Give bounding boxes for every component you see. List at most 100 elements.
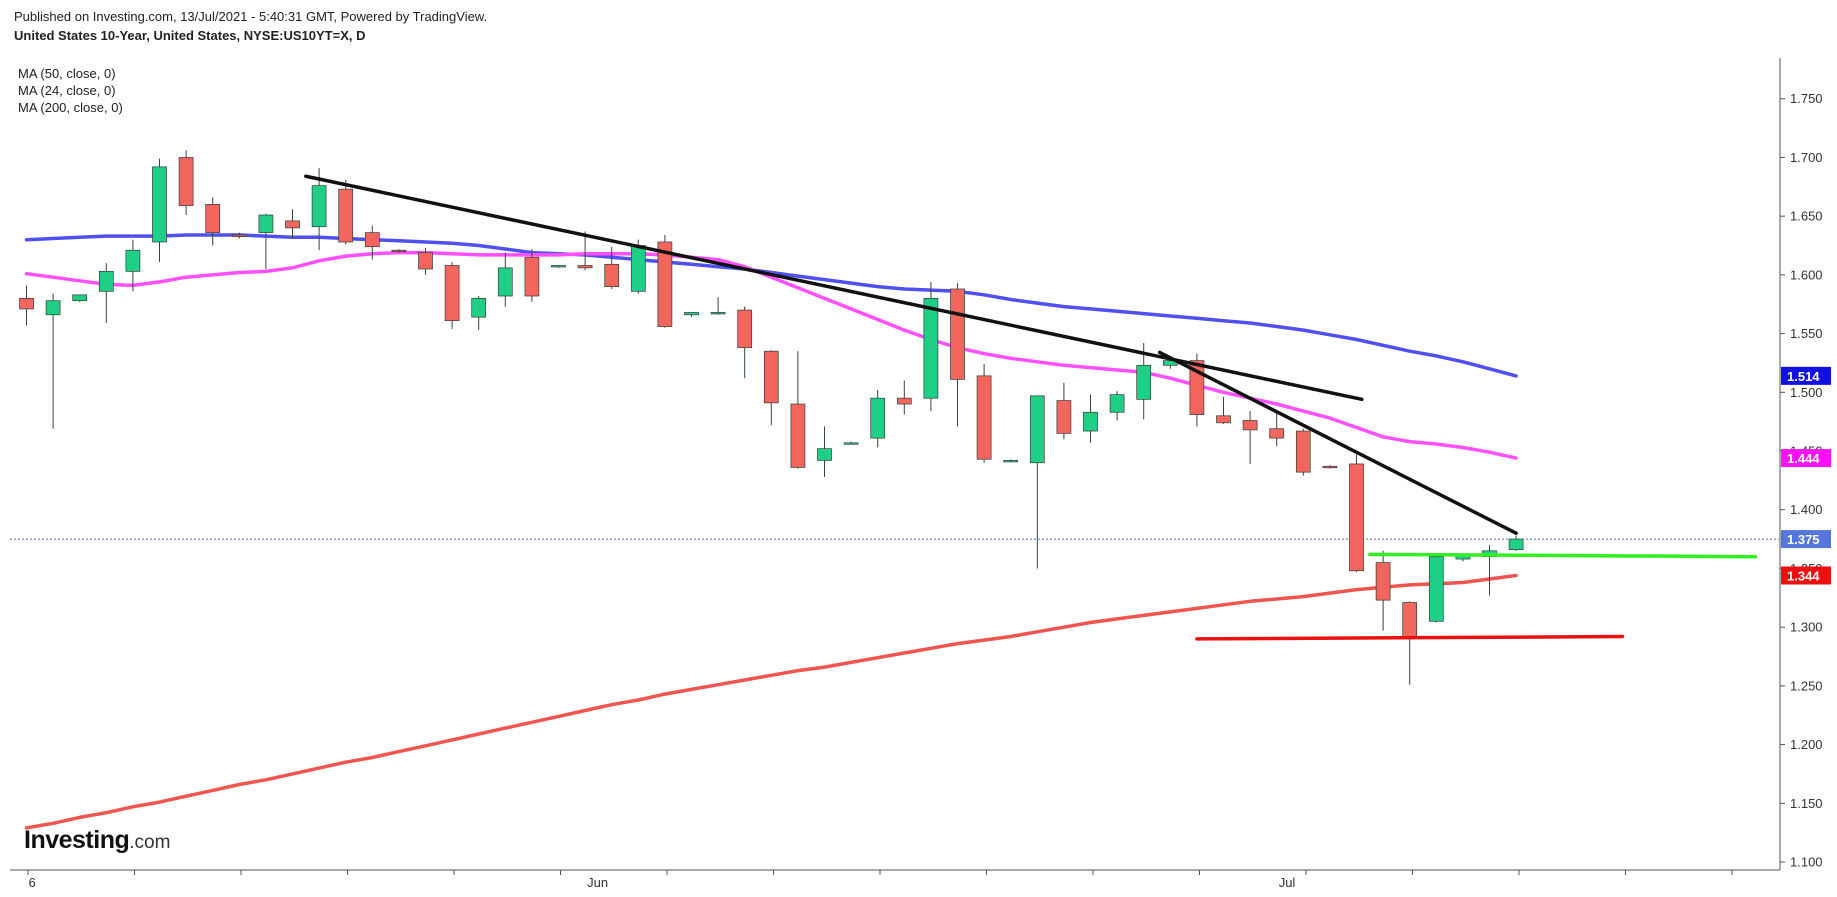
candle-body-down [19, 298, 34, 310]
candle-body-up [471, 298, 487, 318]
candle-body-down [976, 375, 992, 460]
candle-body-down [1349, 463, 1364, 572]
candle [1349, 454, 1364, 572]
instrument-title: United States 10-Year, United States, NY… [14, 28, 366, 43]
price-badge [1781, 566, 1831, 585]
candle-body-down [178, 157, 194, 206]
candle [444, 261, 460, 329]
candle-body-down [657, 241, 673, 327]
candle-body-up [1003, 460, 1019, 463]
candle [684, 312, 699, 318]
candle-body-up [630, 245, 646, 292]
legend-ma-24: MA (24, close, 0) [18, 83, 116, 98]
candle-body-down [577, 265, 593, 269]
y-tick-label: 1.750 [1790, 91, 1823, 106]
logo-text: Investing [24, 826, 130, 854]
y-tick-label: 1.550 [1790, 326, 1823, 341]
candle [1322, 465, 1338, 469]
y-tick-label: 1.650 [1790, 209, 1823, 224]
candle-body-up [1428, 556, 1444, 622]
candle [497, 252, 513, 307]
candle [763, 350, 779, 426]
y-tick-label: 1.150 [1790, 796, 1823, 811]
candle [1216, 397, 1231, 425]
candle [364, 225, 380, 260]
candle-body-down [1056, 400, 1072, 434]
y-tick-label: 1.200 [1790, 737, 1823, 752]
candle [1295, 428, 1311, 476]
candle [1482, 544, 1497, 596]
candle-body-up [817, 448, 832, 461]
legend-ma-50: MA (50, close, 0) [18, 66, 116, 81]
candle-body-up [1083, 411, 1098, 432]
candle-body-down [737, 309, 753, 349]
candle [1428, 554, 1444, 623]
candle [976, 364, 992, 463]
candle [1269, 411, 1285, 447]
candle-body-up [1136, 364, 1152, 400]
candle-body-up [125, 249, 141, 272]
price-badge-label: 1.375 [1787, 532, 1820, 547]
candle-body-up [870, 397, 886, 439]
candle-body-up [1029, 395, 1045, 464]
candle [657, 234, 673, 328]
candle-body-down [364, 232, 380, 248]
candle-body-up [152, 166, 167, 243]
candle [178, 150, 194, 215]
candle-body-up [98, 271, 114, 292]
candle-body-up [684, 312, 699, 316]
candle [1375, 550, 1391, 631]
downtrend-line-1 [304, 174, 1364, 402]
candle [1402, 601, 1418, 685]
candle-body-down [205, 204, 221, 233]
candle [950, 283, 965, 427]
candle-body-down [524, 256, 540, 297]
candle-body-down [1402, 602, 1418, 639]
x-tick-label: Jun [587, 875, 608, 890]
candle [1003, 459, 1019, 463]
red-support-line [1195, 634, 1625, 641]
candle [231, 232, 247, 239]
candle [205, 197, 221, 246]
candle-body-down [1269, 428, 1285, 439]
candle-body-up [710, 312, 726, 315]
y-tick-label: 1.100 [1790, 855, 1823, 870]
candle [125, 239, 141, 292]
candle-body-down [950, 288, 965, 380]
candle-body-down [1242, 420, 1258, 431]
candle [98, 263, 114, 324]
candle [1136, 342, 1152, 420]
candle-body-down [1295, 430, 1311, 473]
candle [870, 389, 886, 448]
candle-body-down [790, 403, 806, 468]
candle [1242, 411, 1258, 464]
candle [391, 249, 407, 253]
published-caption: Published on Investing.com, 13/Jul/2021 … [14, 9, 488, 24]
candle [1056, 382, 1072, 440]
candle-body-down [231, 234, 247, 237]
candle [471, 296, 487, 331]
candle-body-up [72, 294, 88, 302]
candle [1083, 394, 1098, 443]
y-tick-label: 1.300 [1790, 620, 1823, 635]
candle [737, 306, 753, 379]
price-badge [1781, 449, 1831, 468]
price-badge-label: 1.444 [1787, 451, 1820, 466]
candle-body-down [391, 249, 407, 253]
candle [710, 297, 726, 315]
candle [338, 179, 354, 245]
legend-ma-200: MA (200, close, 0) [18, 100, 123, 115]
candle [896, 380, 912, 415]
candle [1109, 391, 1125, 421]
candle-body-down [1375, 562, 1391, 601]
candle-body-up [551, 265, 566, 268]
logo-suffix: .com [129, 832, 171, 853]
candle [817, 426, 832, 477]
candle [790, 351, 806, 469]
price-badge [1781, 530, 1831, 549]
candle [311, 168, 327, 251]
price-badge-label: 1.514 [1787, 369, 1820, 384]
candle [551, 265, 566, 268]
candle-body-down [418, 252, 433, 270]
